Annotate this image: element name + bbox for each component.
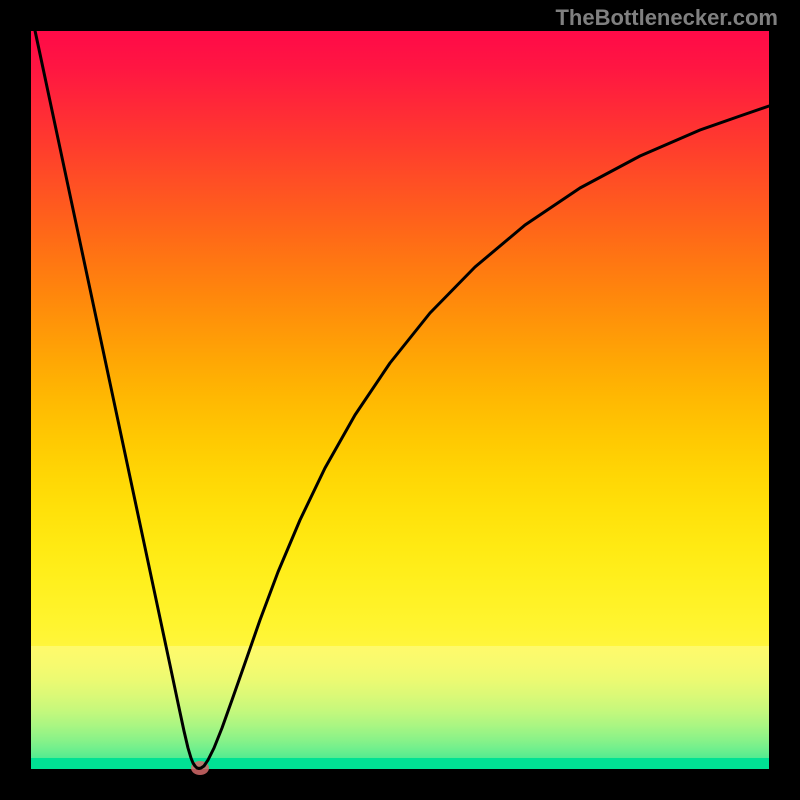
- watermark-label: TheBottlenecker.com: [555, 5, 778, 31]
- chart-container: TheBottlenecker.com: [0, 0, 800, 800]
- plot-area: [31, 31, 769, 769]
